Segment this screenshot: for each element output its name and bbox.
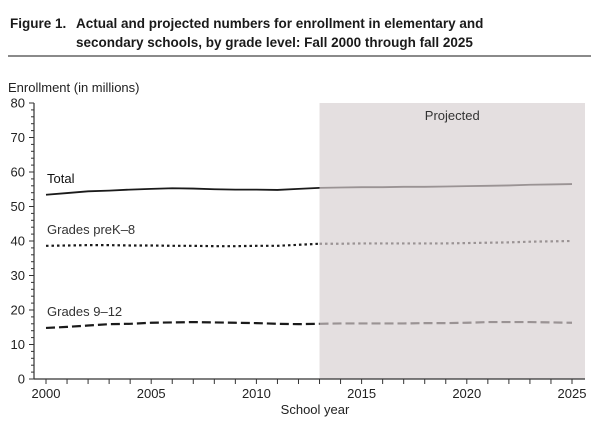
y-tick-label: 50 [11, 199, 25, 214]
y-tick-label: 30 [11, 268, 25, 283]
y-axis-title: Enrollment (in millions) [8, 80, 139, 95]
y-tick-label: 10 [11, 337, 25, 352]
figure-label: Figure 1. [10, 16, 66, 31]
x-tick-label: 2000 [32, 386, 61, 401]
y-tick-label: 60 [11, 165, 25, 180]
figure-title-line2: secondary schools, by grade level: Fall … [76, 35, 473, 50]
series-2-label: Grades 9–12 [47, 304, 122, 319]
y-tick-label: 70 [11, 130, 25, 145]
x-tick-label: 2020 [452, 386, 481, 401]
x-tick-label: 2005 [137, 386, 166, 401]
projected-label: Projected [425, 108, 480, 123]
series-1-label: Grades preK–8 [47, 222, 135, 237]
series-0-actual-line [46, 188, 320, 195]
y-tick-label: 40 [11, 234, 25, 249]
y-tick-label: 20 [11, 303, 25, 318]
y-tick-label: 0 [18, 372, 25, 387]
x-tick-label: 2010 [242, 386, 271, 401]
x-axis-title: School year [281, 402, 350, 417]
figure-title-line1: Actual and projected numbers for enrollm… [76, 16, 483, 31]
series-2-actual-line [46, 322, 320, 328]
series-0-label: Total [47, 171, 75, 186]
y-tick-label: 80 [11, 96, 25, 111]
series-1-actual-line [46, 244, 320, 246]
x-tick-label: 2015 [347, 386, 376, 401]
x-tick-label: 2025 [558, 386, 587, 401]
